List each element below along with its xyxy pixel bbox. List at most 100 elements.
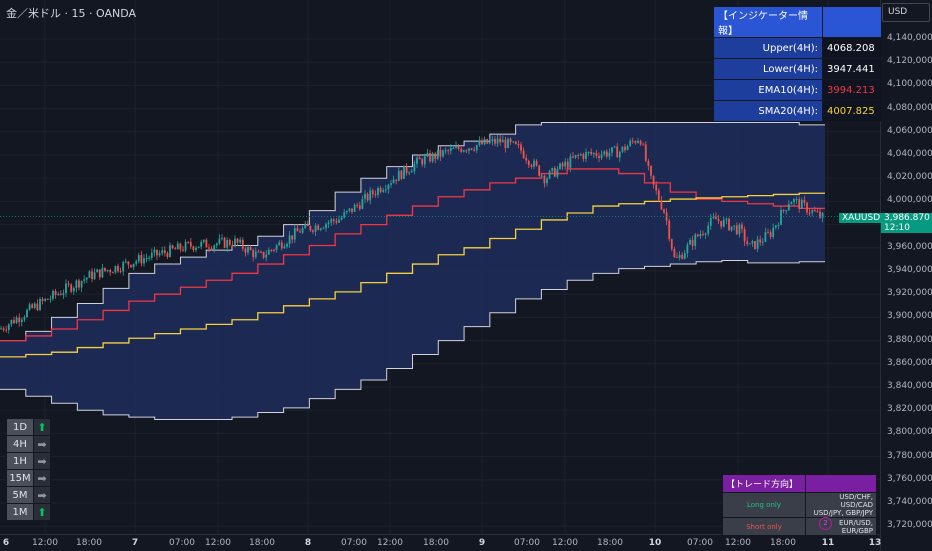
tf-15m: 15M (6, 469, 34, 487)
event-badge[interactable]: 2 (819, 517, 832, 530)
candle-body (306, 223, 309, 227)
candle-body (36, 303, 39, 311)
candle-body (798, 199, 801, 209)
candle-body (101, 267, 104, 278)
candle-body (171, 245, 174, 249)
price-tick: 3,780,000 (887, 450, 932, 461)
price-tick: 3,960,000 (887, 241, 932, 252)
candle-body (2, 328, 5, 330)
candle-body (512, 141, 515, 143)
candle-body (605, 151, 608, 157)
candle-body (31, 304, 34, 308)
candle-body (772, 227, 775, 237)
candle-body (754, 241, 756, 249)
candle-body (80, 281, 83, 288)
candle-body (470, 148, 473, 150)
candle-body (439, 149, 442, 157)
candle-body (205, 239, 208, 248)
candle-body (119, 271, 122, 273)
candle-body (444, 150, 447, 152)
candle-body (72, 287, 75, 292)
candle-body (637, 140, 639, 143)
bar-countdown: 12:10 (884, 223, 910, 233)
candle-body (572, 156, 574, 158)
candle-body (387, 184, 390, 190)
candle-body (0, 328, 2, 330)
candle-body (52, 290, 54, 299)
arrow-up-icon: ⬆ (33, 418, 51, 436)
candle-body (704, 233, 707, 235)
candle-body (548, 170, 551, 179)
candle-body (163, 250, 166, 254)
candle-body (504, 139, 507, 148)
upper-band-line (0, 122, 825, 342)
candle-body (140, 255, 143, 264)
time-tick: 18:00 (76, 538, 102, 548)
time-axis[interactable]: 6 12:00 18:00 7 07:00 12:00 18:00 8 07:00 12:00 18… (0, 534, 881, 551)
candle-body (767, 232, 769, 234)
time-tick: 11 (821, 538, 835, 548)
candle-body (400, 170, 403, 179)
candle-body (743, 229, 746, 242)
price-tick: 3,740,000 (887, 497, 932, 507)
candle-body (221, 237, 223, 239)
candle-body (717, 219, 720, 221)
candle-body (751, 241, 754, 244)
candle-body (75, 280, 78, 288)
candle-body (618, 151, 621, 158)
time-tick: 8 (304, 538, 312, 548)
candle-body (395, 179, 398, 181)
candle-body (738, 224, 741, 235)
candle-body (150, 252, 153, 258)
candle-body (59, 293, 62, 295)
upper-value: 4068.208 (822, 37, 882, 59)
candle-body (408, 172, 411, 174)
price-tick: 3,820,000 (887, 404, 932, 415)
candle-body (70, 284, 73, 292)
candle-body (106, 270, 109, 272)
candle-body (452, 147, 455, 149)
candle-body (574, 154, 577, 158)
candle-body (590, 152, 593, 154)
price-axis[interactable]: 4,140,000 4,120,000 4,100,000 4,080,000 4,06… (880, 0, 932, 550)
arrow-right-icon: ➡ (33, 452, 51, 470)
candle-body (759, 239, 762, 243)
candle-body (309, 226, 312, 231)
candle-body (728, 218, 730, 231)
candle-body (496, 138, 499, 144)
candle-body (668, 220, 671, 240)
candle-body (564, 161, 567, 167)
time-tick: 18:00 (597, 538, 623, 548)
short-only-label: Short only (722, 517, 806, 536)
candle-body (460, 148, 463, 152)
time-tick: 12:00 (205, 538, 231, 548)
candle-body (644, 144, 647, 161)
trade-direction-table: 【トレード方向】 Long only USD/CHF, USD/CAD USD/J… (722, 474, 877, 536)
candle-body (283, 246, 286, 249)
candle-body (551, 167, 554, 171)
candle-body (330, 219, 333, 223)
time-tick: 07:00 (514, 538, 540, 548)
candle-body (49, 298, 52, 300)
ema-label: EMA10(4H): (713, 79, 823, 101)
candle-body (319, 228, 322, 230)
candle-body (634, 141, 637, 143)
ema10-line (0, 168, 825, 342)
candle-body (629, 140, 632, 146)
candle-body (707, 225, 710, 234)
candle-body (608, 152, 611, 157)
short-pairs: EUR/USD, EUR/GBP (805, 517, 877, 536)
candle-body (325, 223, 327, 229)
candle-body (257, 251, 260, 253)
candle-body (616, 146, 619, 158)
candle-body (254, 251, 257, 258)
candle-body (681, 254, 684, 259)
candle-body (777, 224, 780, 226)
candle-body (327, 222, 330, 224)
candle-body (234, 238, 236, 247)
price-tick: 4,100,000 (887, 79, 932, 90)
currency-selector[interactable]: USD (882, 3, 930, 22)
candle-body (343, 212, 346, 218)
candle-body (488, 141, 491, 144)
price-tick: 4,060,000 (887, 125, 932, 136)
